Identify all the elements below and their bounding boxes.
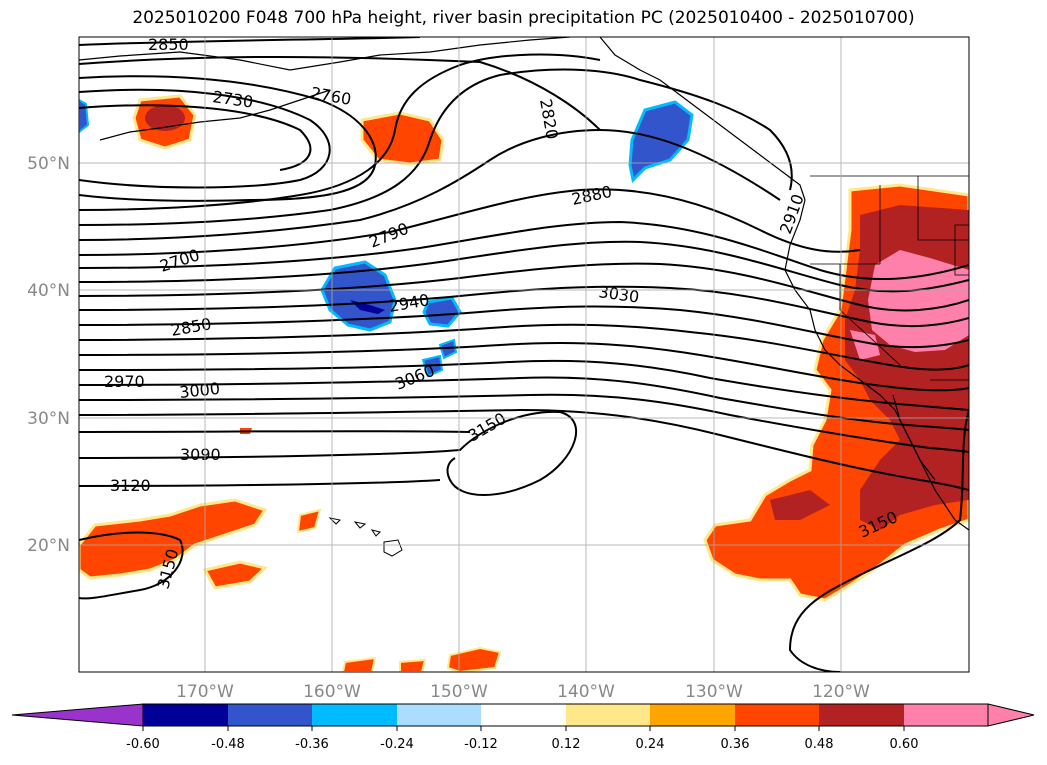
colorbar-segment	[397, 704, 481, 726]
precip-region-westcoast-pink2	[850, 330, 880, 360]
lat-label-20n: 20°N	[27, 536, 70, 556]
colorbar-segment	[143, 704, 228, 726]
lat-label-50n: 50°N	[27, 154, 70, 174]
lon-label-140w: 140°W	[557, 682, 615, 702]
colorbar-tick-label: -0.12	[464, 737, 498, 752]
precip-region-westcoast-pink	[868, 250, 969, 352]
contour-label: 3090	[180, 445, 221, 464]
gridlines	[79, 37, 969, 672]
precip-region-sw-streak2	[202, 560, 269, 590]
precip-region-sw-bottom1	[341, 656, 377, 672]
contour-label: 2850	[148, 35, 189, 54]
colorbar-tick-label: 0.24	[636, 737, 665, 752]
colorbar-segment	[481, 704, 566, 726]
lon-label-130w: 130°W	[685, 682, 743, 702]
colorbar-extend-low	[11, 703, 144, 727]
colorbar-segment	[228, 704, 312, 726]
precip-region-gulf-ak	[360, 111, 445, 166]
lat-labels: 50°N 40°N 30°N 20°N	[27, 154, 70, 556]
precip-region-neg-ak-coast	[628, 100, 694, 184]
map-title: 2025010200 F048 700 hPa height, river ba…	[132, 8, 915, 28]
precip-region-sw-streak	[79, 498, 268, 580]
state-borders	[810, 175, 969, 381]
contour-label: 2970	[104, 372, 145, 391]
colorbar-segment	[735, 704, 819, 726]
colorbar-tick-label: 0.36	[721, 737, 750, 752]
colorbar-tick-label: 0.60	[890, 737, 919, 752]
precip-region-neg-edge	[79, 98, 90, 134]
precip-region-aleutian-core	[145, 105, 185, 131]
colorbar-extend-high	[987, 703, 1035, 727]
precip-region-neg-small1	[422, 296, 462, 328]
precip-region-sw-bottom2	[399, 658, 427, 672]
height-contours	[79, 37, 969, 672]
contour-label: 3120	[110, 476, 151, 495]
precip-region-westcoast-darkred2	[770, 490, 830, 520]
colorbar-segment	[650, 704, 735, 726]
lon-label-150w: 150°W	[430, 682, 488, 702]
lon-label-160w: 160°W	[303, 682, 361, 702]
map-frame	[78, 36, 970, 673]
precip-region-sw-small	[296, 508, 322, 534]
lon-label-170w: 170°W	[176, 682, 234, 702]
colorbar-tick-label: 0.48	[805, 737, 834, 752]
precip-shading	[79, 94, 969, 672]
colorbar-tick-label: -0.24	[380, 737, 414, 752]
lat-label-40n: 40°N	[27, 281, 70, 301]
colorbar-segment	[819, 704, 904, 726]
colorbar-tick-label: -0.36	[295, 737, 329, 752]
hawaii-islands	[328, 517, 403, 557]
lon-labels: 170°W 160°W 150°W 140°W 130°W 120°W	[176, 682, 870, 702]
lon-label-120w: 120°W	[812, 682, 870, 702]
colorbar-tick-label: -0.48	[211, 737, 245, 752]
lat-label-30n: 30°N	[27, 409, 70, 429]
colorbar-tick-label: 0.12	[552, 737, 581, 752]
colorbar: -0.60 -0.48 -0.36 -0.24 -0.12 0.12 0.24 …	[11, 703, 1035, 752]
precip-region-sw-bottom3	[446, 646, 502, 672]
precip-region-neg-small2	[438, 338, 458, 360]
colorbar-segment	[904, 704, 988, 726]
colorbar-segment	[312, 704, 397, 726]
colorbar-tick-label: -0.60	[126, 737, 160, 752]
contour-label: 3000	[178, 379, 220, 402]
colorbar-segment	[566, 704, 650, 726]
colorbar-ticks	[142, 726, 905, 731]
